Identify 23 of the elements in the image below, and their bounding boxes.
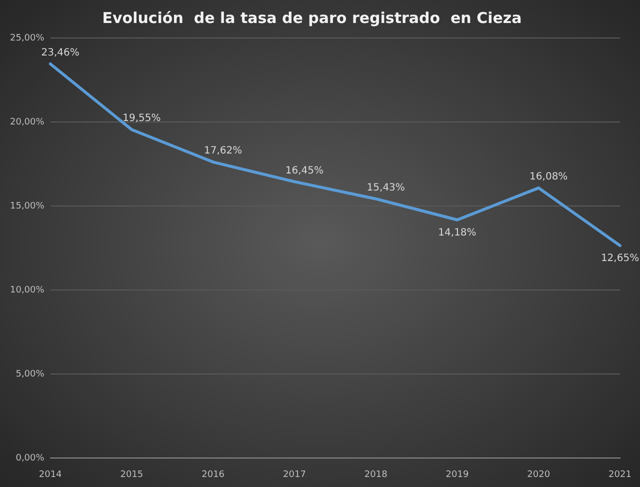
data-label: 14,18% xyxy=(438,227,476,238)
data-label: 15,43% xyxy=(366,182,405,194)
x-tick-label: 2019 xyxy=(446,470,469,480)
y-tick-label: 20,00% xyxy=(10,117,45,128)
y-tick-label: 15,00% xyxy=(10,201,45,212)
data-label: 19,55% xyxy=(122,113,161,124)
x-tick-label: 2014 xyxy=(38,470,62,480)
data-label: 23,46% xyxy=(41,47,80,58)
x-tick-label: 2020 xyxy=(527,470,550,480)
x-tick-label: 2018 xyxy=(364,470,388,480)
y-tick-label: 5,00% xyxy=(16,370,45,380)
y-tick-label: 25,00% xyxy=(10,33,45,44)
x-tick-label: 2016 xyxy=(202,470,225,480)
data-label: 17,62% xyxy=(204,146,242,157)
data-label: 16,08% xyxy=(530,172,568,183)
data-label: 16,45% xyxy=(285,165,324,176)
y-tick-label: 0,00% xyxy=(16,454,45,464)
chart-title: Evolución de la tasa de paro registrado en Cieza xyxy=(102,8,522,27)
y-tick-label: 10,00% xyxy=(10,285,45,296)
x-tick-label: 2017 xyxy=(283,470,306,480)
x-tick-label: 2021 xyxy=(608,470,632,480)
x-tick-label: 2015 xyxy=(120,470,144,480)
data-label: 12,65% xyxy=(600,253,640,264)
